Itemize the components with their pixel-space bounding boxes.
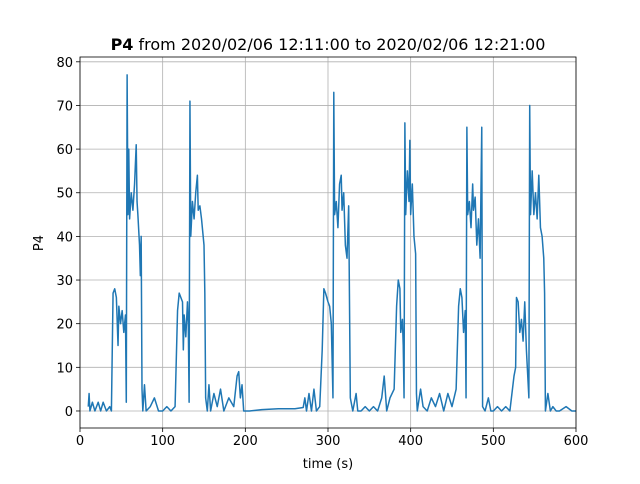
x-tick-label: 600 [564,434,589,449]
y-axis-label: P4 [32,235,47,251]
y-tick-label: 80 [56,56,73,71]
y-tick-label: 70 [56,99,73,114]
title-rest: from 2020/02/06 12:11:00 to 2020/02/06 1… [139,35,546,54]
x-axis-label: time (s) [303,457,353,472]
plot-frame [79,56,577,429]
y-tick-label: 60 [56,143,73,158]
data-line [87,74,576,412]
y-tick-label: 50 [56,187,73,202]
x-tick-label: 300 [316,434,341,449]
x-tick-label: 400 [398,434,423,449]
chart-title: P4 from 2020/02/06 12:11:00 to 2020/02/0… [111,35,546,54]
title-bold: P4 [111,35,134,54]
y-tick-label: 10 [56,361,73,376]
y-tick-label: 30 [56,274,73,289]
y-tick-label: 40 [56,230,73,245]
x-tick-label: 100 [150,434,175,449]
x-tick-label: 200 [233,434,258,449]
y-tick-label: 0 [65,405,73,420]
x-tick-label: 500 [481,434,506,449]
x-tick-label: 0 [76,434,84,449]
y-tick-label: 20 [56,318,73,333]
